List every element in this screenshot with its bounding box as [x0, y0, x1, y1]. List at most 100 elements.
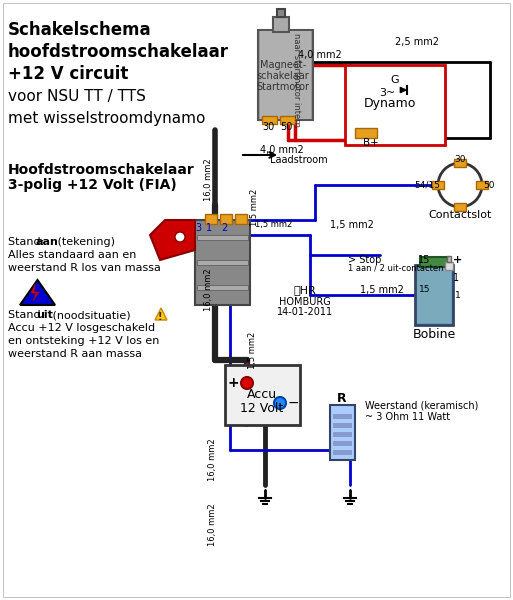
- Text: 16,0 mm2: 16,0 mm2: [204, 158, 212, 202]
- Text: 3: 3: [195, 223, 201, 233]
- Bar: [262, 116, 277, 124]
- Text: 3-polig +12 Volt (FIA): 3-polig +12 Volt (FIA): [8, 178, 177, 192]
- Bar: [333, 450, 352, 455]
- Text: 16,0 mm2: 16,0 mm2: [208, 439, 218, 481]
- Bar: [333, 441, 352, 446]
- Text: 2: 2: [221, 223, 227, 233]
- Text: Weerstand (keramisch): Weerstand (keramisch): [365, 400, 479, 410]
- Circle shape: [241, 377, 253, 389]
- Text: uit: uit: [36, 310, 53, 320]
- Bar: [258, 30, 313, 120]
- Bar: [280, 116, 295, 124]
- Text: naar startmotor intern: naar startmotor intern: [291, 33, 301, 127]
- Circle shape: [274, 397, 286, 409]
- Text: Contactslot: Contactslot: [428, 210, 491, 220]
- Bar: [220, 214, 232, 224]
- Bar: [417, 267, 451, 323]
- Bar: [333, 423, 352, 428]
- Text: > Stop: > Stop: [348, 255, 381, 265]
- Text: 50: 50: [280, 122, 292, 132]
- Bar: [197, 260, 248, 265]
- Text: schakelaar: schakelaar: [256, 71, 309, 81]
- Text: 50: 50: [483, 181, 495, 190]
- Bar: [420, 257, 448, 267]
- Text: ~ 3 Ohm 11 Watt: ~ 3 Ohm 11 Watt: [365, 412, 450, 422]
- Text: Stand:: Stand:: [8, 310, 48, 320]
- Bar: [432, 181, 444, 189]
- Bar: [415, 265, 453, 325]
- Text: met wisselstroomdynamo: met wisselstroomdynamo: [8, 110, 205, 125]
- Text: 16,0 mm2: 16,0 mm2: [208, 503, 218, 547]
- Text: Stand:: Stand:: [8, 237, 48, 247]
- Text: (noodsituatie): (noodsituatie): [49, 310, 131, 320]
- Text: aan: aan: [36, 237, 59, 247]
- Text: hoofdstroomschakelaar: hoofdstroomschakelaar: [8, 43, 229, 61]
- Text: 4,0 mm2: 4,0 mm2: [298, 50, 342, 60]
- Bar: [277, 9, 285, 17]
- Bar: [225, 365, 300, 425]
- Bar: [205, 214, 217, 224]
- Text: 54/15: 54/15: [414, 181, 440, 190]
- Bar: [197, 285, 248, 290]
- Text: −: −: [287, 396, 299, 410]
- Bar: [355, 128, 377, 138]
- Text: R: R: [337, 391, 347, 404]
- Text: 30: 30: [454, 155, 466, 164]
- Text: 16,0 mm2: 16,0 mm2: [204, 269, 212, 311]
- Text: 1,5 mm2: 1,5 mm2: [360, 285, 404, 295]
- Bar: [235, 214, 247, 224]
- Polygon shape: [400, 87, 407, 93]
- Text: 1,5 mm2: 1,5 mm2: [250, 188, 260, 226]
- Text: 1: 1: [455, 290, 461, 299]
- Polygon shape: [155, 308, 167, 320]
- Text: weerstand R los van massa: weerstand R los van massa: [8, 263, 161, 273]
- Bar: [454, 159, 466, 167]
- Text: Hoofdstroomschakelaar: Hoofdstroomschakelaar: [8, 163, 195, 177]
- Bar: [454, 203, 466, 211]
- Text: B+: B+: [363, 138, 379, 148]
- Text: !: !: [158, 312, 162, 322]
- Text: G: G: [391, 75, 399, 85]
- Text: Schakelschema: Schakelschema: [8, 21, 152, 39]
- Text: 15: 15: [419, 286, 430, 295]
- Text: 1,5 mm2: 1,5 mm2: [247, 331, 256, 368]
- Bar: [197, 235, 248, 240]
- Text: 4,0 mm2: 4,0 mm2: [260, 145, 304, 155]
- Text: Alles standaard aan en: Alles standaard aan en: [8, 250, 136, 260]
- Text: Bobine: Bobine: [412, 329, 456, 341]
- Text: Dynamo: Dynamo: [364, 97, 416, 109]
- Text: en ontsteking +12 V los en: en ontsteking +12 V los en: [8, 336, 160, 346]
- Text: 1,5 mm2: 1,5 mm2: [255, 220, 292, 229]
- Circle shape: [175, 232, 185, 242]
- Bar: [330, 405, 355, 460]
- Bar: [260, 31, 311, 119]
- Text: 12 Volt: 12 Volt: [241, 401, 284, 415]
- Circle shape: [438, 163, 482, 207]
- Text: voor NSU TT / TTS: voor NSU TT / TTS: [8, 88, 146, 103]
- Text: Magneet-: Magneet-: [260, 60, 306, 70]
- Text: HOMBURG: HOMBURG: [279, 297, 331, 307]
- Bar: [476, 181, 488, 189]
- Text: Startmotor: Startmotor: [256, 82, 309, 92]
- Text: 3~: 3~: [379, 88, 395, 98]
- Text: Laadstroom: Laadstroom: [270, 155, 328, 165]
- Text: Accu: Accu: [247, 389, 277, 401]
- Polygon shape: [31, 284, 39, 301]
- Polygon shape: [150, 220, 195, 260]
- Text: ⓗHR: ⓗHR: [293, 285, 317, 295]
- Bar: [445, 262, 453, 270]
- Bar: [273, 17, 289, 32]
- Text: 14-01-2011: 14-01-2011: [277, 307, 333, 317]
- Bar: [345, 65, 445, 145]
- Text: 2,5 mm2: 2,5 mm2: [395, 37, 439, 47]
- Bar: [447, 256, 451, 262]
- Text: 1 aan / 2 uit-contacten: 1 aan / 2 uit-contacten: [348, 263, 444, 272]
- Text: +12 V circuit: +12 V circuit: [8, 65, 128, 83]
- Text: 15: 15: [418, 255, 430, 265]
- Text: +: +: [227, 376, 239, 390]
- Text: (tekening): (tekening): [54, 237, 115, 247]
- Text: 1,5 mm2: 1,5 mm2: [330, 220, 374, 230]
- Text: weerstand R aan massa: weerstand R aan massa: [8, 349, 142, 359]
- Bar: [333, 414, 352, 419]
- Bar: [333, 432, 352, 437]
